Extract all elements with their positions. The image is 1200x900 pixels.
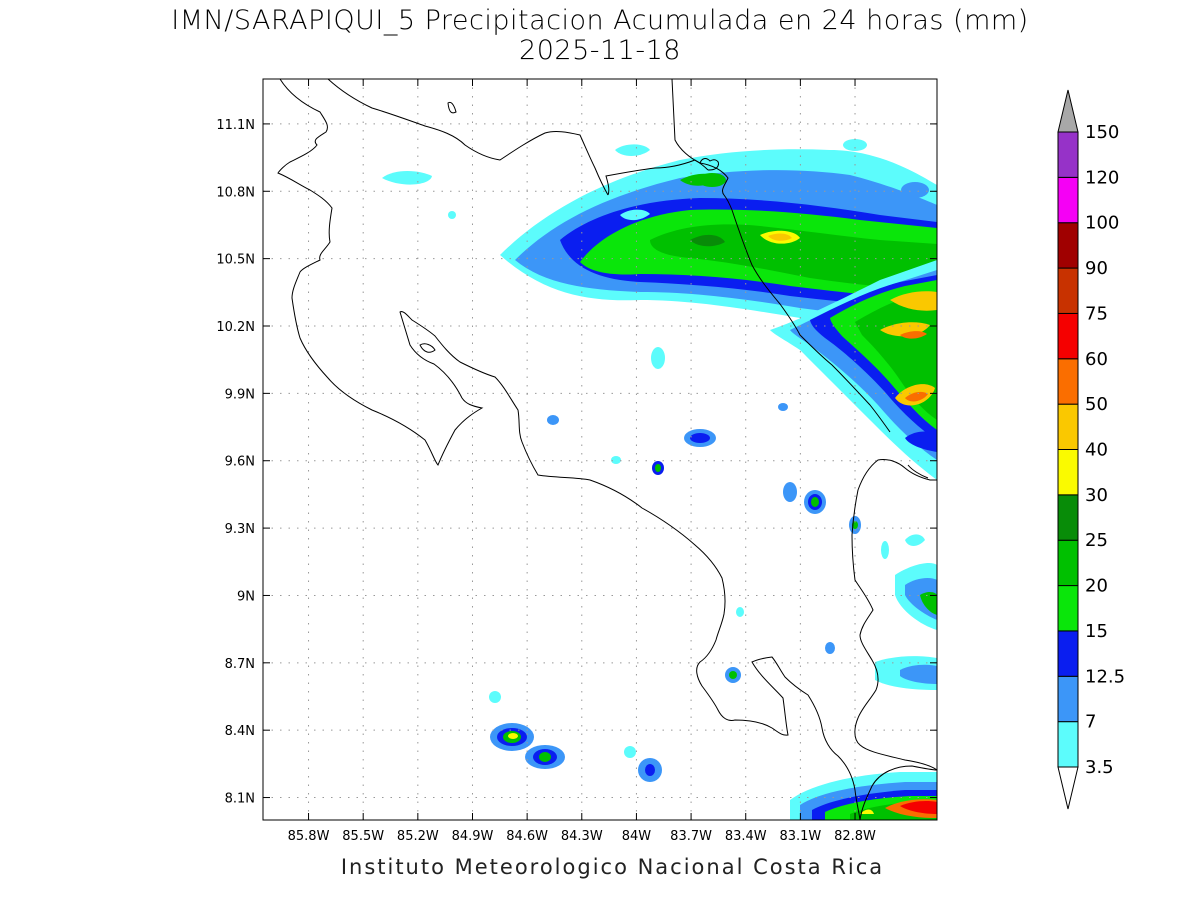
colorbar-label: 30: [1085, 485, 1108, 506]
lat-tick-label: 8.4N: [225, 724, 255, 739]
lon-tick-label: 83.7W: [670, 829, 712, 844]
lat-tick-label: 10.5N: [216, 253, 255, 268]
lon-tick-label: 84.3W: [561, 829, 603, 844]
colorbar-swatch: [1057, 721, 1079, 768]
map-frame: [262, 78, 938, 821]
colorbar-label: 40: [1085, 440, 1108, 461]
lat-tick-label: 8.7N: [225, 657, 255, 672]
colorbar-label: 25: [1085, 530, 1108, 551]
lat-tick-label: 10.2N: [216, 320, 255, 335]
colorbar: 3.5 7 12.5 15 20 25 30 40 50 60 75 90 100 120 150: [1057, 89, 1125, 810]
colorbar-swatch: [1057, 539, 1079, 587]
lon-tick-label: 85.8W: [288, 829, 330, 844]
colorbar-swatch: [1057, 131, 1079, 178]
lat-lon-grid: [263, 79, 937, 820]
colorbar-swatch: [1057, 585, 1079, 632]
chart-title: IMN/SARAPIQUI_5 Precipitacion Acumulada …: [0, 6, 1200, 66]
precip-scattered-cells: [448, 139, 929, 782]
colorbar-swatch: [1057, 675, 1079, 723]
lat-tick-label: 10.8N: [216, 185, 255, 200]
lon-tick-label: 85.5W: [342, 829, 384, 844]
colorbar-swatch: [1057, 449, 1079, 496]
lon-tick-label: 82.8W: [834, 829, 876, 844]
colorbar-swatch: [1057, 312, 1079, 360]
colorbar-swatch: [1057, 630, 1079, 677]
colorbar-label: 60: [1085, 349, 1108, 370]
colorbar-arrow-high: [1057, 89, 1079, 133]
lat-tick-label: 9N: [237, 589, 255, 604]
precip-east-edge: [875, 534, 937, 690]
colorbar-swatch: [1057, 267, 1079, 314]
lon-tick-label: 83.1W: [779, 829, 821, 844]
colorbar-arrow-low: [1057, 766, 1079, 810]
colorbar-label: 75: [1085, 303, 1108, 324]
lat-tick-label: 11.1N: [216, 118, 255, 133]
lat-tick-label: 9.9N: [225, 387, 255, 402]
colorbar-label: 12.5: [1085, 666, 1125, 687]
lon-tick-label: 84.6W: [506, 829, 548, 844]
latitude-axis: 11.1N 10.8N 10.5N 10.2N 9.9N 9.6N 9.3N 9N 8.7N 8.…: [216, 118, 937, 807]
colorbar-label: 50: [1085, 394, 1108, 415]
colorbar-label: 120: [1085, 167, 1119, 188]
colorbar-swatch: [1057, 222, 1079, 269]
colorbar-swatch: [1057, 494, 1079, 541]
colorbar-label: 15: [1085, 621, 1108, 642]
lon-tick-label: 84W: [622, 829, 652, 844]
title-line-1: IMN/SARAPIQUI_5 Precipitacion Acumulada …: [171, 5, 1029, 36]
precipitation-field: [382, 139, 937, 820]
lon-tick-label: 83.4W: [725, 829, 767, 844]
colorbar-label: 7: [1085, 712, 1096, 733]
colorbar-swatch: [1057, 403, 1079, 450]
footer-credit: Instituto Meteorologico Nacional Costa R…: [340, 855, 885, 879]
lon-tick-label: 84.9W: [452, 829, 494, 844]
precip-band-east: [770, 260, 937, 480]
colorbar-label: 90: [1085, 258, 1108, 279]
colorbar-label: 100: [1085, 213, 1119, 234]
lat-tick-label: 8.1N: [225, 792, 255, 807]
longitude-axis: 85.8W 85.5W 85.2W 84.9W 84.6W 84.3W 84W 83.7W 83…: [288, 79, 876, 844]
lat-tick-label: 9.3N: [225, 522, 255, 537]
colorbar-swatch: [1057, 358, 1079, 405]
title-line-2: 2025-11-18: [519, 35, 681, 66]
precip-southeast: [790, 772, 937, 820]
lat-tick-label: 9.6N: [225, 455, 255, 470]
colorbar-label: 150: [1085, 122, 1119, 143]
coastline: [277, 79, 937, 820]
colorbar-label: 20: [1085, 576, 1108, 597]
colorbar-label: 3.5: [1085, 757, 1114, 778]
lon-tick-label: 85.2W: [397, 829, 439, 844]
colorbar-swatch: [1057, 176, 1079, 224]
